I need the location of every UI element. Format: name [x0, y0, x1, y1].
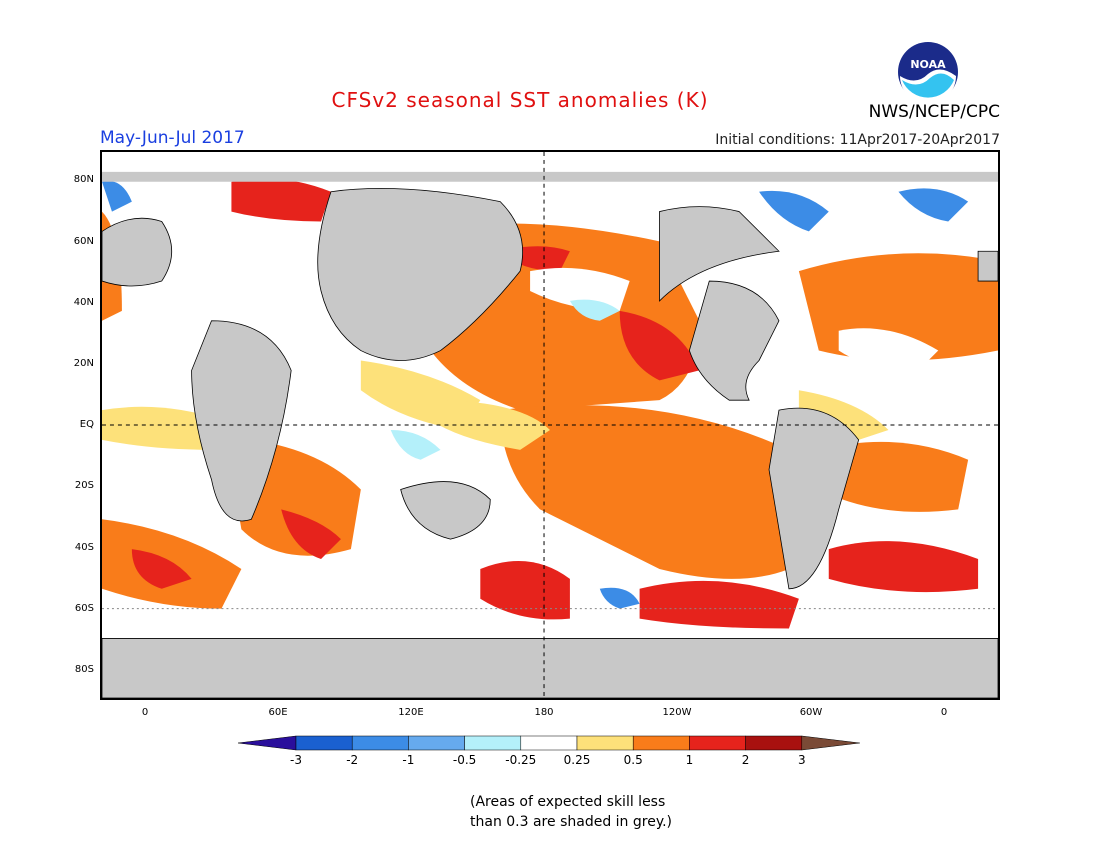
colorbar-segment — [745, 735, 803, 751]
colorbar-tick-label: 0.5 — [623, 753, 643, 767]
colorbar — [237, 734, 862, 756]
lon-label-120e: 120E — [398, 707, 424, 718]
skill-note: (Areas of expected skill less than 0.3 a… — [470, 792, 672, 832]
lat-label-60n: 60N — [73, 236, 94, 247]
colorbar-segment — [576, 735, 634, 751]
colorbar-tick-label: 1 — [685, 753, 694, 767]
lon-label-60e: 60E — [268, 707, 288, 718]
lon-label-60w: 60W — [799, 707, 823, 718]
initial-conditions: Initial conditions: 11Apr2017-20Apr2017 — [715, 132, 1000, 148]
lat-label-40s: 40S — [74, 542, 94, 553]
colorbar-segment — [295, 735, 353, 751]
skill-note-line1: (Areas of expected skill less — [470, 794, 666, 810]
colorbar-tick-label: -1 — [402, 753, 415, 767]
grid-lines — [102, 152, 998, 698]
lon-label-0-right: 0 — [940, 707, 948, 718]
lat-label-20n: 20N — [73, 358, 94, 369]
colorbar-tick-label: -2 — [346, 753, 359, 767]
colorbar-tick-label: -0.5 — [452, 753, 477, 767]
colorbar-segment — [464, 735, 522, 751]
colorbar-segment — [632, 735, 690, 751]
lat-label-eq: EQ — [79, 419, 94, 430]
lat-label-80s: 80S — [74, 664, 94, 675]
colorbar-tick-label: 0.25 — [563, 753, 591, 767]
colorbar-tick-label: 3 — [797, 753, 806, 767]
colorbar-arrow-low — [237, 735, 297, 751]
noaa-logo: NOAA — [896, 40, 960, 108]
colorbar-segment — [520, 735, 578, 751]
logo-text: NOAA — [910, 58, 946, 71]
sst-anomaly-map — [100, 150, 1000, 700]
forecast-period: May-Jun-Jul 2017 — [100, 128, 245, 148]
lon-label-0-left: 0 — [141, 707, 149, 718]
colorbar-tick-label: 2 — [741, 753, 750, 767]
colorbar-segment — [689, 735, 746, 751]
colorbar-tick-label: -0.25 — [505, 753, 537, 767]
colorbar-segment — [408, 735, 465, 751]
agency-label: NWS/NCEP/CPC — [868, 102, 1000, 122]
lat-label-20s: 20S — [74, 480, 94, 491]
colorbar-segment — [351, 735, 409, 751]
map-title: CFSv2 seasonal SST anomalies (K) — [331, 88, 709, 112]
colorbar-tick-label: -3 — [290, 753, 302, 767]
lat-label-40n: 40N — [73, 297, 94, 308]
skill-note-line2: than 0.3 are shaded in grey.) — [470, 814, 673, 830]
lat-label-80n: 80N — [73, 174, 94, 185]
colorbar-arrow-high — [801, 735, 860, 751]
lat-label-60s: 60S — [74, 603, 94, 614]
lon-label-120w: 120W — [662, 707, 692, 718]
lon-label-180: 180 — [534, 707, 554, 718]
land-masses — [102, 171, 998, 698]
